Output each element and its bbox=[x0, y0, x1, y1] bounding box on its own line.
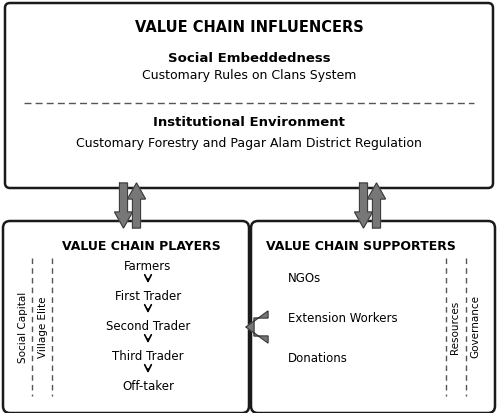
Text: Farmers: Farmers bbox=[124, 259, 172, 273]
FancyBboxPatch shape bbox=[5, 3, 493, 188]
Text: Customary Forestry and Pagar Alam District Regulation: Customary Forestry and Pagar Alam Distri… bbox=[76, 137, 422, 150]
Text: Second Trader: Second Trader bbox=[106, 320, 190, 332]
Polygon shape bbox=[128, 183, 146, 228]
Text: First Trader: First Trader bbox=[115, 290, 181, 302]
Text: Social Capital: Social Capital bbox=[18, 292, 28, 363]
Text: Social Embeddedness: Social Embeddedness bbox=[168, 52, 330, 64]
Polygon shape bbox=[354, 183, 372, 228]
Text: VALUE CHAIN INFLUENCERS: VALUE CHAIN INFLUENCERS bbox=[134, 21, 364, 36]
Text: Extension Workers: Extension Workers bbox=[288, 311, 398, 325]
FancyBboxPatch shape bbox=[3, 221, 249, 413]
Text: VALUE CHAIN SUPPORTERS: VALUE CHAIN SUPPORTERS bbox=[266, 240, 456, 252]
Text: Donations: Donations bbox=[288, 351, 348, 365]
Text: Village Elite: Village Elite bbox=[38, 296, 48, 358]
FancyBboxPatch shape bbox=[251, 221, 495, 413]
Text: VALUE CHAIN PLAYERS: VALUE CHAIN PLAYERS bbox=[62, 240, 220, 252]
Text: Governance: Governance bbox=[470, 295, 480, 358]
Text: Resources: Resources bbox=[450, 300, 460, 354]
Text: Third Trader: Third Trader bbox=[112, 349, 184, 363]
Text: Institutional Environment: Institutional Environment bbox=[153, 116, 345, 130]
Polygon shape bbox=[368, 183, 386, 228]
Text: Customary Rules on Clans System: Customary Rules on Clans System bbox=[142, 69, 356, 83]
Text: Off-taker: Off-taker bbox=[122, 380, 174, 392]
Text: NGOs: NGOs bbox=[288, 271, 321, 285]
Polygon shape bbox=[246, 311, 268, 343]
Polygon shape bbox=[114, 183, 132, 228]
